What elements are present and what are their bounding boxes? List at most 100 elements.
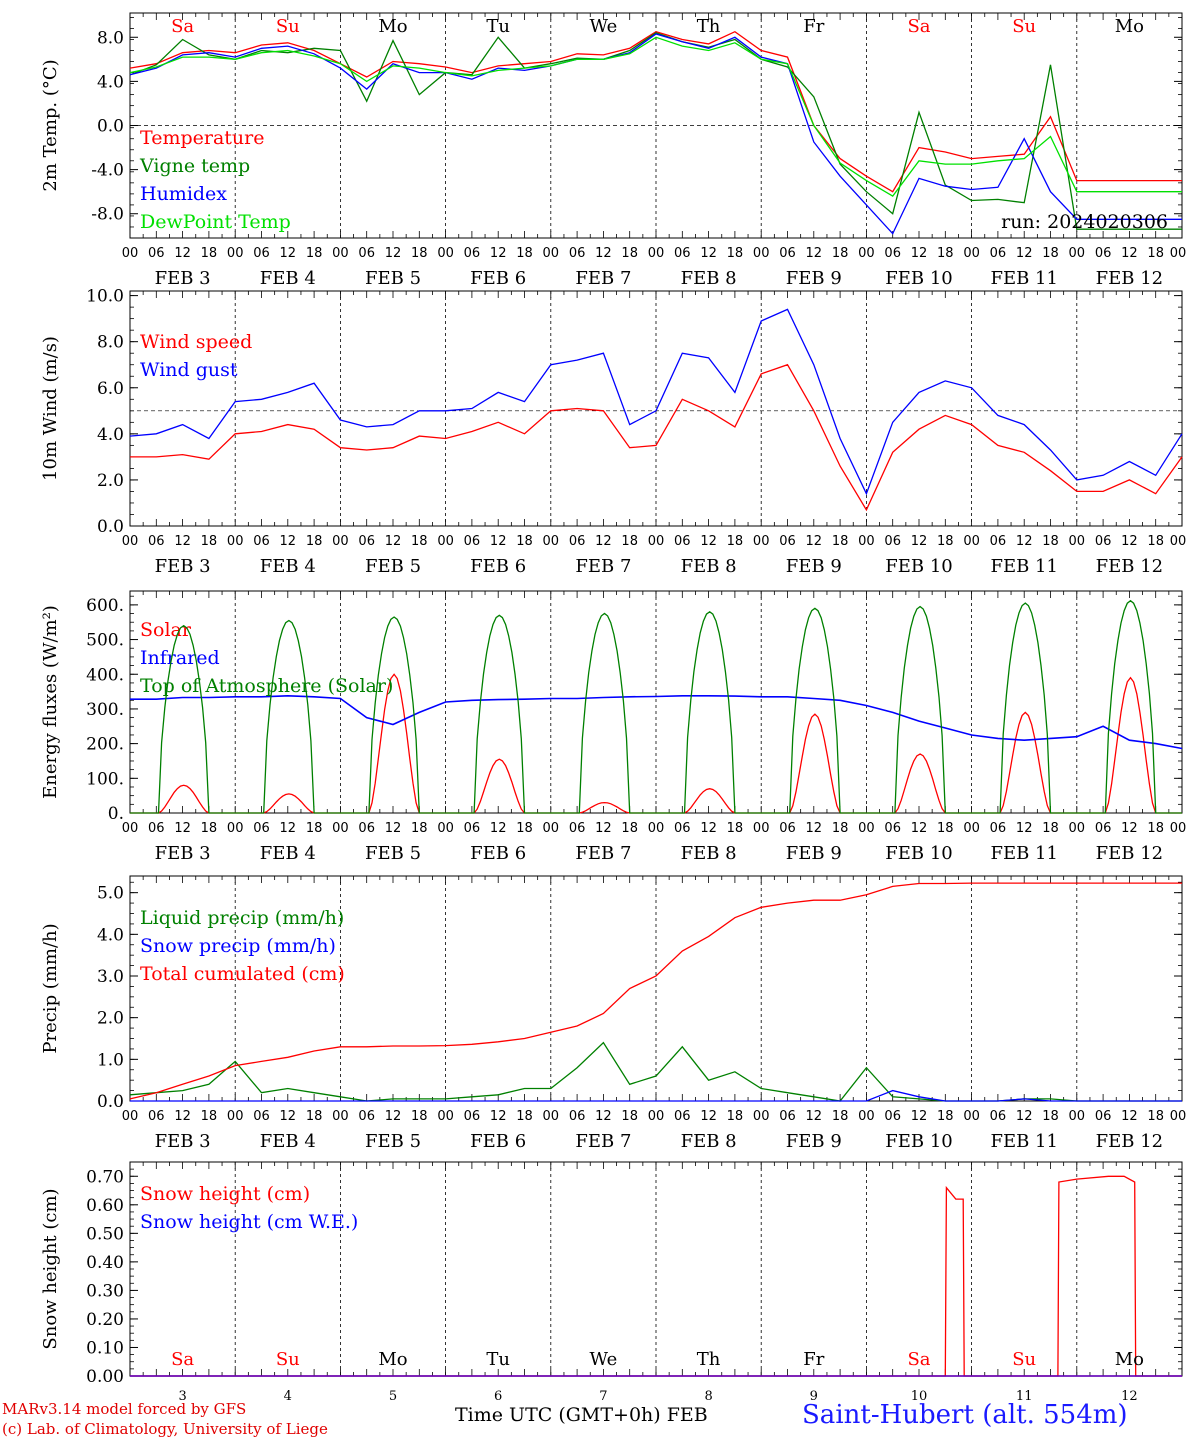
y-tick-label: 1.0 bbox=[97, 1050, 124, 1070]
hour-label: 00 bbox=[227, 246, 244, 261]
hour-label: 18 bbox=[201, 1109, 218, 1124]
hour-label: 06 bbox=[464, 534, 481, 549]
hour-label: 06 bbox=[1095, 1109, 1112, 1124]
day-name: Th bbox=[697, 1349, 721, 1370]
hour-label: 06 bbox=[884, 821, 901, 836]
hour-label: 06 bbox=[464, 246, 481, 261]
y-tick-label: 0.30 bbox=[86, 1281, 124, 1301]
hour-label: 18 bbox=[937, 1109, 954, 1124]
hour-label: 18 bbox=[832, 1109, 849, 1124]
hour-label: 12 bbox=[280, 246, 297, 261]
hour-label: 18 bbox=[937, 534, 954, 549]
hour-label: 18 bbox=[621, 246, 638, 261]
hour-label: 18 bbox=[1042, 821, 1059, 836]
hour-label: 12 bbox=[595, 821, 612, 836]
series-line-snow-precip-mm-h- bbox=[130, 1089, 1182, 1102]
y-tick-label: 0.0 bbox=[97, 1092, 124, 1112]
y-tick-label: 200. bbox=[86, 735, 124, 755]
y-axis-label: Snow height (cm) bbox=[40, 1188, 61, 1349]
hour-label: 00 bbox=[437, 821, 454, 836]
hour-label: 00 bbox=[543, 246, 560, 261]
y-tick-label: 600. bbox=[86, 596, 124, 616]
day-name: Sa bbox=[907, 1349, 930, 1370]
hour-label: 12 bbox=[1121, 246, 1138, 261]
hour-label: 12 bbox=[280, 534, 297, 549]
day-name: Mo bbox=[378, 16, 407, 37]
hour-label: 06 bbox=[674, 1109, 691, 1124]
day-name: Sa bbox=[907, 16, 930, 37]
y-tick-label: 0.70 bbox=[86, 1167, 124, 1187]
day-name: Sa bbox=[171, 16, 194, 37]
hour-label: 00 bbox=[227, 534, 244, 549]
hour-label: 00 bbox=[858, 246, 875, 261]
hour-label: 18 bbox=[1042, 246, 1059, 261]
hour-label: 18 bbox=[727, 821, 744, 836]
hour-label: 18 bbox=[1147, 246, 1164, 261]
date-label: FEB 11 bbox=[990, 268, 1057, 289]
hour-label: 12 bbox=[1121, 1109, 1138, 1124]
date-label: FEB 6 bbox=[470, 268, 526, 289]
date-label: FEB 10 bbox=[885, 843, 952, 864]
hour-label: 12 bbox=[490, 821, 507, 836]
date-label: FEB 3 bbox=[155, 268, 211, 289]
hour-label: 18 bbox=[621, 821, 638, 836]
hour-label: 12 bbox=[911, 1109, 928, 1124]
hour-label: 12 bbox=[174, 246, 191, 261]
hour-label: 12 bbox=[1016, 246, 1033, 261]
date-label: FEB 7 bbox=[575, 1131, 631, 1152]
y-axis-label: 10m Wind (m/s) bbox=[40, 336, 61, 481]
hour-label: 18 bbox=[937, 246, 954, 261]
hour-label: 12 bbox=[1016, 534, 1033, 549]
hour-label: 06 bbox=[884, 246, 901, 261]
date-label: FEB 12 bbox=[1096, 843, 1163, 864]
series-line-wind-speed bbox=[130, 363, 1183, 512]
lab-credit: (c) Lab. of Climatology, University of L… bbox=[2, 1420, 328, 1438]
hour-label: 12 bbox=[1016, 1109, 1033, 1124]
hour-label: 18 bbox=[411, 821, 428, 836]
day-name: Tu bbox=[486, 1349, 510, 1370]
hour-label: 18 bbox=[832, 246, 849, 261]
date-label: FEB 8 bbox=[681, 1131, 737, 1152]
hour-label: 00 bbox=[543, 821, 560, 836]
hour-label: 18 bbox=[201, 821, 218, 836]
hour-label: 12 bbox=[174, 534, 191, 549]
date-label: FEB 11 bbox=[990, 556, 1057, 577]
hour-label: 06 bbox=[674, 246, 691, 261]
hour-label: 00 bbox=[858, 821, 875, 836]
hour-label: 12 bbox=[1016, 821, 1033, 836]
y-tick-label: 500. bbox=[86, 631, 124, 651]
hour-label: 06 bbox=[569, 534, 586, 549]
date-label: FEB 9 bbox=[786, 1131, 842, 1152]
hour-label: 18 bbox=[1042, 1109, 1059, 1124]
hour-label: 06 bbox=[569, 246, 586, 261]
date-label: FEB 5 bbox=[365, 556, 421, 577]
hour-label: 00 bbox=[332, 246, 349, 261]
hour-label: 00 bbox=[1069, 246, 1086, 261]
hour-label: 12 bbox=[490, 534, 507, 549]
hour-label: 18 bbox=[1042, 534, 1059, 549]
y-tick-label: -8.0 bbox=[91, 205, 124, 225]
legend-entry: Snow height (cm) bbox=[140, 1183, 310, 1205]
day-name: Fr bbox=[803, 16, 824, 37]
date-label: FEB 3 bbox=[155, 843, 211, 864]
hour-label: 12 bbox=[385, 821, 402, 836]
legend-entry: Snow precip (mm/h) bbox=[140, 935, 336, 957]
hour-label: 00 bbox=[332, 1109, 349, 1124]
hour-label: 00 bbox=[437, 534, 454, 549]
hour-label: 00 bbox=[753, 246, 770, 261]
y-tick-label: 6.0 bbox=[97, 379, 124, 399]
hour-label: 18 bbox=[1147, 821, 1164, 836]
hour-label: 00 bbox=[753, 1109, 770, 1124]
series-line-dewpoint-temp bbox=[129, 36, 1182, 197]
hour-label: 06 bbox=[569, 821, 586, 836]
hour-label: 06 bbox=[990, 246, 1007, 261]
hour-label: 12 bbox=[174, 1109, 191, 1124]
hour-label: 06 bbox=[779, 1109, 796, 1124]
hour-label: 12 bbox=[806, 246, 823, 261]
y-tick-label: -4.0 bbox=[91, 161, 124, 181]
hour-label: 18 bbox=[306, 1109, 323, 1124]
date-label: FEB 10 bbox=[885, 1131, 952, 1152]
hour-label: 06 bbox=[569, 1109, 586, 1124]
hour-label: 00 bbox=[122, 246, 139, 261]
series-line-humidex bbox=[129, 33, 1182, 235]
